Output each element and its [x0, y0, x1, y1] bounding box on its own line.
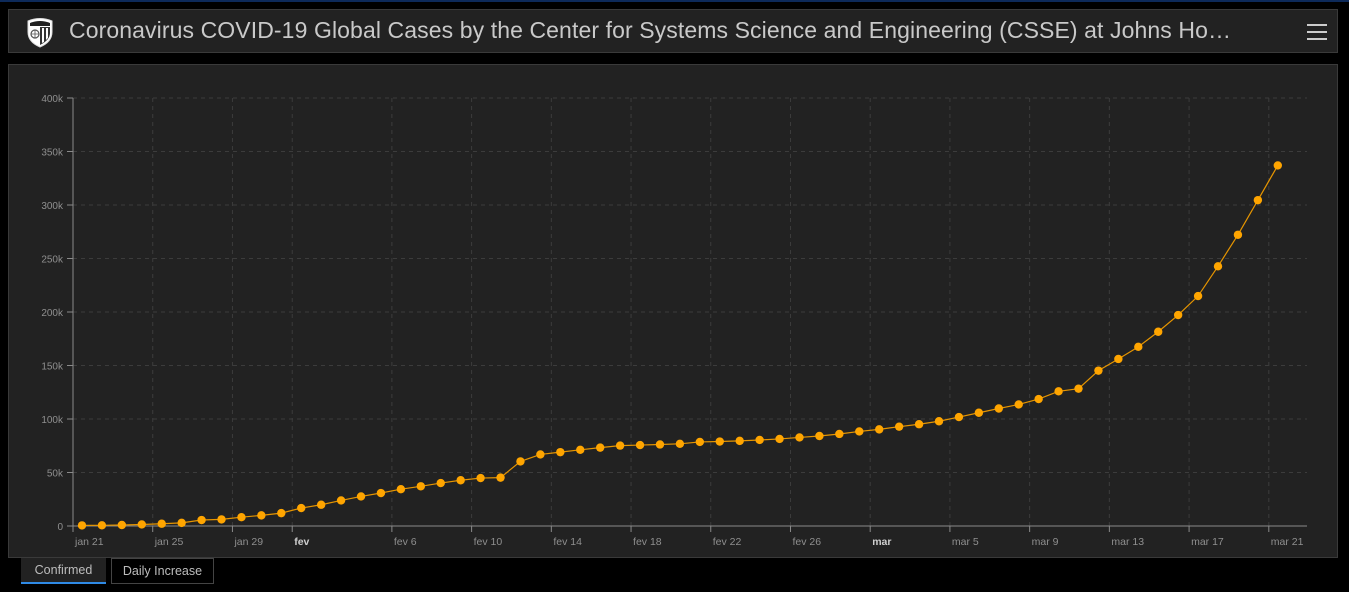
data-point: [356, 492, 366, 501]
y-tick-label: 250k: [41, 255, 64, 266]
data-point: [855, 427, 864, 436]
data-point: [516, 457, 525, 466]
data-point: [237, 512, 246, 522]
data-point: [416, 482, 426, 491]
x-tick-label: fev 18: [633, 536, 662, 548]
data-point: [197, 515, 206, 525]
data-point: [675, 439, 685, 449]
hamburger-menu-icon[interactable]: [1307, 21, 1327, 41]
data-point: [1034, 394, 1043, 404]
data-point: [97, 521, 107, 530]
data-point: [1273, 161, 1283, 170]
data-point: [1193, 291, 1203, 301]
x-tick-label: fev 22: [713, 536, 742, 548]
data-point: [1074, 384, 1083, 393]
data-point: [137, 520, 146, 529]
data-point: [456, 476, 465, 485]
data-point: [376, 488, 386, 498]
data-point: [715, 437, 724, 446]
data-point: [615, 441, 625, 450]
data-point: [815, 431, 824, 441]
data-point: [595, 443, 605, 452]
data-point: [934, 417, 944, 426]
y-tick-label: 150k: [41, 362, 64, 373]
y-tick-label: 0: [57, 522, 63, 533]
x-tick-label: mar: [872, 536, 891, 548]
x-tick-label: fev 10: [474, 536, 503, 548]
x-tick-label: mar 5: [952, 536, 979, 548]
data-point: [974, 408, 984, 417]
y-tick-label: 100k: [41, 415, 64, 426]
tab-daily-increase[interactable]: Daily Increase: [111, 558, 214, 584]
data-point: [536, 450, 545, 459]
x-tick-label: mar 21: [1271, 536, 1304, 548]
data-point: [735, 436, 744, 446]
confirmed-cases-chart: 0 50k 100k 150k 200k 250k 300k 350k 400k jan 21 ja…: [41, 94, 1307, 548]
data-point: [1114, 354, 1123, 364]
data-point: [635, 440, 645, 450]
data-point: [835, 429, 844, 439]
x-tick-label: jan 25: [154, 536, 184, 548]
data-point: [795, 433, 804, 442]
university-shield-icon: [27, 18, 53, 48]
data-point: [297, 503, 306, 513]
data-point: [775, 434, 784, 444]
series-line-confirmed: [81, 165, 1279, 527]
data-point: [257, 511, 266, 520]
data-point: [914, 420, 924, 429]
y-tick-label: 350k: [41, 148, 64, 159]
data-point: [436, 478, 445, 488]
tab-confirmed[interactable]: Confirmed: [21, 558, 106, 584]
data-point: [316, 500, 326, 509]
data-point: [177, 518, 186, 528]
data-point: [994, 404, 1003, 413]
data-point: [476, 473, 485, 483]
dashboard-header: Coronavirus COVID-19 Global Cases by the…: [8, 9, 1338, 53]
x-tick-label: fev 14: [553, 536, 582, 548]
x-tick-label: fev 6: [394, 536, 417, 548]
data-point: [1054, 387, 1063, 396]
y-tick-label: 300k: [41, 201, 64, 212]
data-point: [1154, 327, 1163, 336]
x-tick-label: mar 9: [1032, 536, 1059, 548]
x-tick-label: mar 13: [1111, 536, 1144, 548]
data-point: [117, 520, 127, 530]
data-point: [496, 473, 505, 482]
data-point: [556, 447, 565, 457]
data-point: [1134, 342, 1143, 352]
data-point: [336, 496, 346, 505]
data-point: [695, 437, 705, 447]
data-point: [1253, 195, 1263, 205]
y-tick-label: 50k: [47, 469, 64, 480]
chart-panel: 0 50k 100k 150k 200k 250k 300k 350k 400k jan 21 ja…: [8, 64, 1338, 558]
data-point: [277, 508, 286, 518]
top-accent-bar: [0, 0, 1349, 2]
x-tick-label: fev: [294, 536, 309, 548]
data-point: [655, 440, 665, 449]
data-point: [1213, 262, 1223, 271]
x-tick-label: fev 26: [792, 536, 821, 548]
x-tick-label: jan 21: [74, 536, 104, 548]
data-point: [1014, 400, 1023, 409]
data-point: [157, 519, 166, 528]
data-point: [1173, 310, 1183, 320]
data-point: [77, 521, 87, 530]
x-tick-label: mar 17: [1191, 536, 1224, 548]
data-point: [217, 515, 226, 524]
data-point: [396, 485, 406, 494]
y-tick-label: 400k: [41, 94, 64, 105]
x-tick-label: jan 29: [233, 536, 263, 548]
data-point: [1094, 366, 1103, 375]
data-point: [1233, 230, 1243, 239]
page-title: Coronavirus COVID-19 Global Cases by the…: [69, 17, 1232, 43]
data-point: [954, 412, 964, 422]
data-point: [875, 425, 884, 434]
y-tick-label: 200k: [41, 308, 64, 319]
data-point: [894, 422, 904, 431]
data-point: [576, 445, 585, 454]
data-point: [755, 435, 764, 445]
